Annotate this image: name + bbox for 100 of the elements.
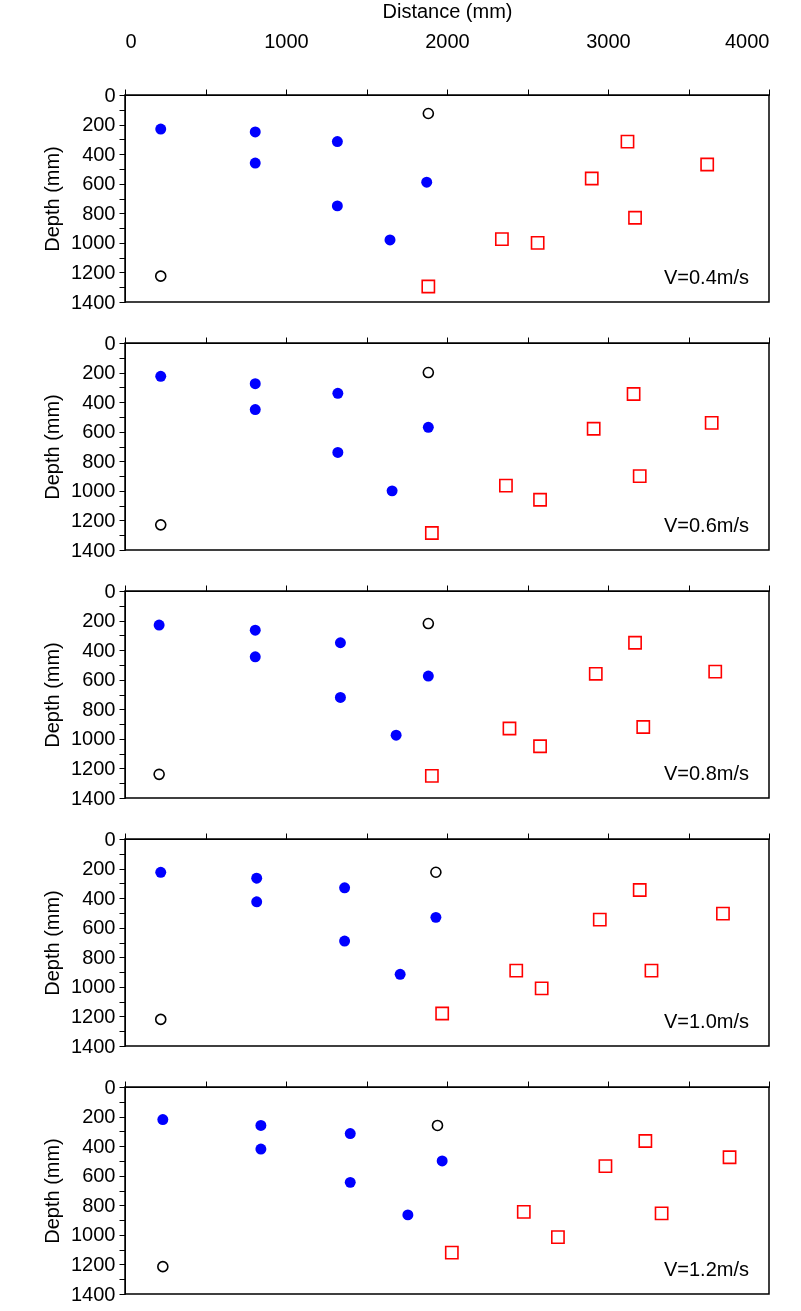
point	[334, 637, 346, 649]
point	[598, 1159, 613, 1174]
point	[255, 1143, 267, 1155]
point	[586, 421, 601, 436]
point	[422, 670, 434, 682]
y-axis-title: Depth (mm)	[41, 890, 64, 996]
point	[332, 446, 344, 458]
y-tick-label: 400	[82, 638, 116, 661]
point	[157, 1260, 169, 1273]
point	[436, 1155, 448, 1167]
point	[444, 1245, 459, 1260]
point	[344, 1128, 356, 1140]
point	[588, 666, 603, 681]
y-tick-label: 800	[82, 1193, 116, 1216]
y-tick-label: 1000	[71, 975, 116, 998]
y-tick-label: 0	[104, 331, 116, 354]
point	[499, 478, 513, 493]
point	[154, 1013, 167, 1026]
y-tick-label: 800	[82, 697, 116, 720]
y-tick-label: 1000	[71, 231, 116, 254]
point	[708, 664, 723, 679]
point	[534, 981, 549, 996]
point	[431, 1119, 444, 1132]
y-tick-label: 1200	[71, 508, 116, 531]
point	[402, 1209, 414, 1221]
annotation: V=0.8m/s	[663, 762, 749, 784]
y-tick-label: 1200	[71, 260, 116, 283]
point	[626, 387, 641, 401]
point	[592, 912, 607, 927]
point	[632, 883, 647, 897]
y-tick-label: 0	[104, 83, 116, 106]
annotation: V=0.6m/s	[663, 514, 749, 536]
point	[430, 911, 442, 923]
y-tick-label: 1000	[71, 727, 116, 750]
point	[644, 963, 659, 978]
y-tick-label: 0	[104, 827, 116, 850]
point	[422, 366, 435, 379]
y-tick-label: 400	[82, 390, 116, 413]
y-tick-label: 1400	[71, 538, 116, 561]
y-axis-title: Depth (mm)	[41, 642, 64, 748]
point	[716, 906, 730, 921]
point	[509, 963, 524, 978]
point	[628, 635, 642, 650]
y-tick-label: 1000	[71, 479, 116, 502]
x-tick-label: 2000	[425, 29, 470, 52]
y-axis-title: Depth (mm)	[41, 394, 64, 500]
y-tick-label: 800	[82, 945, 116, 968]
y-tick-label: 200	[82, 1105, 116, 1128]
point	[249, 651, 261, 663]
y-tick-label: 1400	[71, 1034, 116, 1057]
y-tick-label: 200	[82, 857, 116, 880]
point	[430, 866, 442, 879]
point	[155, 370, 167, 382]
point	[153, 768, 165, 781]
point	[516, 1205, 531, 1219]
point	[654, 1206, 669, 1221]
x-tick-label: 0	[125, 29, 137, 52]
point	[334, 691, 346, 703]
point	[390, 729, 402, 741]
point	[435, 1006, 450, 1021]
point	[332, 387, 344, 399]
point	[153, 619, 165, 631]
y-tick-label: 1200	[71, 756, 116, 779]
point	[424, 768, 439, 783]
point	[249, 404, 261, 415]
y-tick-label: 0	[104, 579, 116, 602]
x-tick-label: 1000	[264, 29, 309, 52]
point	[339, 882, 351, 894]
point	[249, 378, 261, 390]
point	[339, 935, 351, 947]
point	[255, 1119, 267, 1131]
y-tick-label: 1000	[71, 1223, 116, 1246]
y-tick-label: 200	[82, 113, 116, 136]
y-tick-label: 600	[82, 172, 116, 195]
y-tick-label: 800	[82, 449, 116, 472]
y-axis-title: Depth (mm)	[41, 1138, 64, 1244]
y-tick-label: 600	[82, 1164, 116, 1187]
point	[551, 1230, 565, 1244]
y-tick-label: 1400	[71, 290, 116, 313]
annotation: V=1.2m/s	[663, 1258, 749, 1280]
x-tick-label: 4000	[725, 29, 770, 52]
point	[422, 421, 434, 433]
y-tick-label: 600	[82, 916, 116, 939]
point	[251, 896, 263, 908]
y-tick-label: 600	[82, 668, 116, 691]
y-tick-label: 1400	[71, 786, 116, 809]
annotation: V=0.4m/s	[663, 266, 749, 288]
y-tick-label: 800	[82, 201, 116, 224]
point	[638, 1134, 653, 1148]
point	[424, 526, 439, 540]
point	[249, 624, 261, 636]
y-tick-label: 1200	[71, 1252, 116, 1275]
point	[533, 492, 547, 507]
point	[533, 739, 547, 754]
point	[251, 872, 263, 884]
point	[386, 485, 398, 497]
y-tick-label: 400	[82, 886, 116, 909]
point	[422, 617, 435, 630]
y-tick-label: 200	[82, 609, 116, 632]
point	[704, 415, 719, 430]
